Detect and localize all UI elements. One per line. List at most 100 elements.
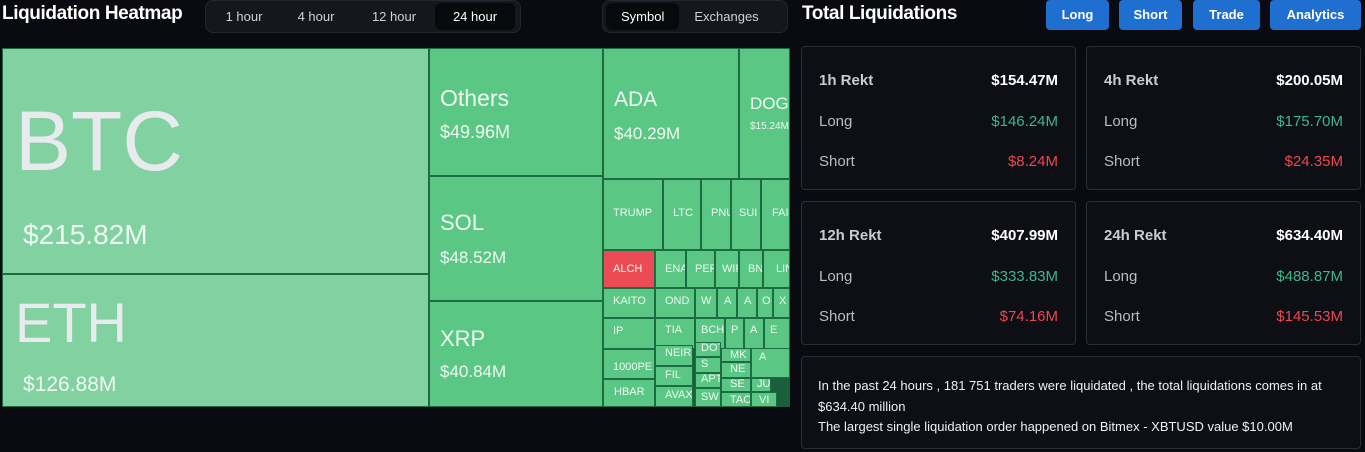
heatmap-tile-kaito[interactable]: KAITO	[603, 288, 655, 318]
tile-symbol: Others	[440, 85, 510, 111]
tab-12-hour[interactable]: 12 hour	[371, 9, 417, 24]
long-label: Long	[819, 113, 853, 130]
tile-symbol: ADA	[614, 88, 658, 111]
heatmap-tile-eth[interactable]: ETH $126.88M	[2, 274, 429, 407]
tile-value: $49.96M	[440, 122, 511, 142]
heatmap-tile-mk[interactable]: MK	[721, 348, 751, 362]
short-value: $74.16M	[999, 308, 1058, 325]
heatmap-tile-pep[interactable]: PEP	[686, 250, 715, 288]
heatmap-tile-sui[interactable]: SUI	[731, 179, 761, 250]
heatmap-tile-sw[interactable]: SW	[695, 388, 721, 407]
heatmap-tile-bnb[interactable]: BNB	[739, 250, 763, 288]
heatmap-tile-a[interactable]: A	[751, 348, 790, 378]
card-label: 24h Rekt	[1104, 227, 1167, 244]
tile-symbol: LIN	[776, 263, 789, 275]
heatmap-title: Liquidation Heatmap	[2, 3, 183, 24]
heatmap-tile-pnu[interactable]: PNU	[701, 179, 731, 250]
heatmap-tile-o[interactable]: O	[757, 288, 773, 318]
tile-symbol: ALCH	[613, 263, 643, 275]
short-value: $8.24M	[1007, 153, 1058, 170]
heatmap-tile-dot[interactable]: DOT	[695, 342, 721, 357]
tile-symbol: A	[724, 295, 732, 307]
heatmap-tile-s[interactable]: S	[695, 357, 721, 373]
heatmap-tile-avax[interactable]: AVAX	[655, 386, 693, 407]
heatmap-tile-tia[interactable]: TIA	[655, 318, 695, 349]
rekt-card-12h: 12h Rekt $407.99M Long $333.83M Short $74.1…	[801, 201, 1076, 345]
tile-symbol: KAITO	[613, 295, 646, 307]
heatmap-tile-w[interactable]: W	[695, 288, 717, 318]
tile-symbol: TAO	[730, 394, 751, 406]
trade-button[interactable]: Trade	[1193, 0, 1260, 30]
tile-symbol: SOL	[440, 210, 485, 235]
tab-4-hour[interactable]: 4 hour	[297, 9, 335, 24]
heatmap-tile-se[interactable]: SE	[721, 378, 751, 392]
heatmap-tile-fil[interactable]: FIL	[655, 366, 693, 386]
tile-symbol: SUI	[739, 207, 758, 219]
heatmap-tile-neir[interactable]: NEIR	[655, 345, 693, 366]
heatmap-tile-fai[interactable]: FAI	[761, 179, 790, 250]
tile-symbol: PNU	[711, 207, 730, 219]
heatmap-tile-dog[interactable]: DOG $15.24M	[739, 48, 790, 179]
heatmap-tile-vi[interactable]: VI	[751, 392, 777, 407]
tab-1-hour[interactable]: 1 hour	[225, 9, 263, 24]
long-value: $333.83M	[991, 268, 1058, 285]
heatmap-tile-ada[interactable]: ADA $40.29M	[603, 48, 739, 179]
short-label: Short	[819, 308, 855, 325]
tile-symbol: DOT	[701, 342, 720, 354]
heatmap-tile-trump[interactable]: TRUMP	[603, 179, 663, 250]
tile-symbol: BNB	[748, 263, 763, 275]
heatmap-tile-ond[interactable]: OND	[655, 288, 695, 318]
heatmap-tile-tao[interactable]: TAO	[721, 392, 751, 407]
heatmap-tile-a[interactable]: A	[717, 288, 737, 318]
total-liquidations-title: Total Liquidations	[802, 3, 957, 24]
heatmap-tile-others[interactable]: Others $49.96M	[429, 48, 603, 176]
heatmap-tile-apt[interactable]: APT	[695, 373, 721, 388]
tile-symbol: JU	[757, 378, 771, 390]
heatmap-tile-a[interactable]: A	[737, 288, 757, 318]
short-button[interactable]: Short	[1119, 0, 1182, 30]
long-value: $175.70M	[1276, 113, 1343, 130]
tile-symbol: SE	[730, 378, 745, 390]
heatmap-tile-ne[interactable]: NE	[721, 362, 751, 378]
tile-symbol: O	[762, 295, 771, 307]
tab-24-hour[interactable]: 24 hour	[435, 3, 515, 30]
heatmap-tile-ena[interactable]: ENA	[655, 250, 686, 288]
tile-value: $126.88M	[23, 373, 117, 396]
tile-symbol: MK	[730, 349, 747, 361]
heatmap-tile-lin[interactable]: LIN	[763, 250, 790, 288]
tile-symbol: A	[750, 324, 758, 336]
short-value: $24.35M	[1284, 153, 1343, 170]
tile-symbol: ETH	[15, 291, 127, 354]
tile-value: $40.84M	[440, 362, 507, 381]
tile-symbol: DOG	[750, 94, 789, 113]
heatmap-tile-x[interactable]: X	[773, 288, 790, 318]
long-value: $146.24M	[991, 113, 1058, 130]
short-label: Short	[1104, 308, 1140, 325]
tile-symbol: AVAX	[665, 389, 693, 401]
heatmap-tile-hbar[interactable]: HBAR	[603, 379, 655, 407]
heatmap-tile-ju[interactable]: JU	[751, 378, 771, 392]
tile-symbol: NEIR	[665, 347, 692, 359]
heatmap-tile-wif[interactable]: WIF	[715, 250, 739, 288]
heatmap-tile-1000pe[interactable]: 1000PE	[603, 349, 655, 379]
card-label: 4h Rekt	[1104, 72, 1159, 89]
heatmap-tile-sol[interactable]: SOL $48.52M	[429, 176, 603, 301]
tile-symbol: BCH	[701, 324, 725, 336]
heatmap-tile-btc[interactable]: BTC $215.82M	[2, 48, 429, 274]
short-label: Short	[1104, 153, 1140, 170]
tile-symbol: SW	[701, 391, 719, 403]
long-value: $488.87M	[1276, 268, 1343, 285]
heatmap-tile-a[interactable]: A	[744, 318, 764, 349]
heatmap-tile-p[interactable]: P	[725, 318, 744, 349]
heatmap-tile-ip[interactable]: IP	[603, 318, 655, 349]
liquidation-heatmap: BTC $215.82M ETH $126.88M Others $49.96M SOL $4…	[2, 48, 790, 407]
tab-symbol[interactable]: Symbol	[606, 3, 680, 30]
heatmap-tile-xrp[interactable]: XRP $40.84M	[429, 301, 603, 407]
tab-exchanges[interactable]: Exchanges	[694, 9, 759, 24]
long-button[interactable]: Long	[1046, 0, 1109, 30]
analytics-button[interactable]: Analytics	[1270, 0, 1361, 30]
heatmap-tile-e[interactable]: E	[764, 318, 790, 349]
time-range-selector: 1 hour 4 hour 12 hour 24 hour	[205, 0, 521, 33]
heatmap-tile-alch[interactable]: ALCH	[603, 250, 655, 288]
heatmap-tile-ltc[interactable]: LTC	[663, 179, 701, 250]
